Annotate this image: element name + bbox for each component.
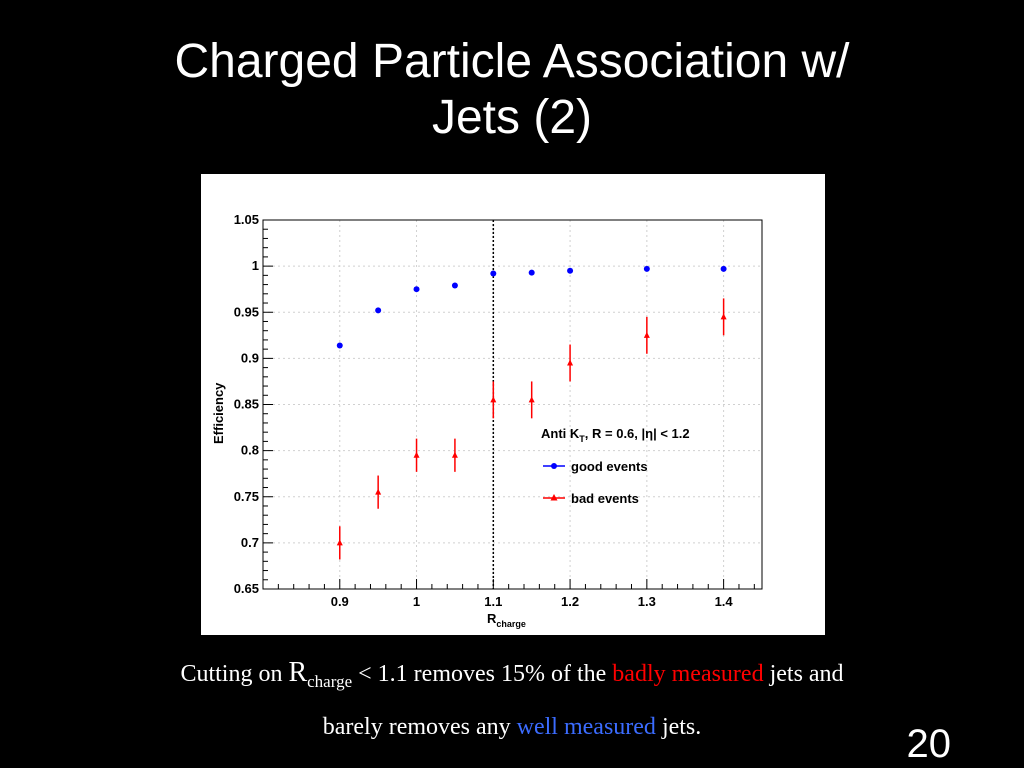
x-tick-label-5: 1.4 <box>715 594 734 609</box>
y-tick-label-2: 0.75 <box>234 489 259 504</box>
y-tick-label-5: 0.9 <box>241 350 259 365</box>
caption-badly-measured: badly measured <box>612 661 764 687</box>
y-tick-label-1: 0.7 <box>241 535 259 550</box>
good-events-point-0 <box>336 342 343 349</box>
x-axis-label-main: R <box>487 611 497 626</box>
caption-r-symbol: R <box>288 657 308 688</box>
y-axis-label: Efficiency <box>211 382 226 444</box>
legend-good-label: good events <box>571 459 648 474</box>
bad-events-point-5 <box>528 396 535 403</box>
y-tick-label-8: 1.05 <box>234 212 259 227</box>
caption-line1-mid: < 1.1 removes 15% of the <box>352 661 613 687</box>
y-tick-label-3: 0.8 <box>241 443 259 458</box>
legend-bad-marker <box>550 494 558 501</box>
legend-bad-label: bad events <box>571 491 639 506</box>
good-events-point-8 <box>720 265 727 272</box>
caption-line2: barely removes any well measured jets. <box>0 714 1024 741</box>
good-events-point-7 <box>643 265 650 272</box>
plot-frame-border <box>262 219 763 590</box>
x-tick-label-1: 1 <box>413 594 420 609</box>
legend-header-rest: , R = 0.6, |η| < 1.2 <box>585 426 690 441</box>
efficiency-chart: 0.65 0.7 0.75 0.8 0.85 0.9 0.95 1 1.05 0.9 1 1.1 1.2… <box>211 212 763 629</box>
legend-header-main: Anti K <box>541 426 580 441</box>
legend-header-sub: T <box>579 434 585 444</box>
x-tick-label-0: 0.9 <box>331 594 349 609</box>
y-tick-label-7: 1 <box>252 258 259 273</box>
bad-events-point-1 <box>375 488 382 495</box>
axes-layer <box>262 219 763 590</box>
y-tick-label-0: 0.65 <box>234 581 259 596</box>
y-tick-label-4: 0.85 <box>234 397 259 412</box>
caption-line2-pre: barely removes any <box>322 714 517 740</box>
good-events-point-3 <box>451 282 458 289</box>
bad-events-point-3 <box>451 451 458 458</box>
good-events-point-2 <box>413 286 420 293</box>
x-axis-label: Rcharge <box>487 611 526 629</box>
x-axis-label-sub: charge <box>496 619 526 629</box>
caption-line1-post: jets and <box>763 661 844 687</box>
slide-title-line1: Charged Particle Association w/ <box>174 35 850 88</box>
x-tick-label-4: 1.3 <box>638 594 656 609</box>
data-layer <box>336 265 727 560</box>
good-events-point-6 <box>567 267 574 274</box>
legend-good-marker <box>551 463 557 469</box>
good-events-point-4 <box>490 270 497 277</box>
grid-layer <box>263 219 762 590</box>
plot-frame: 0.65 0.7 0.75 0.8 0.85 0.9 0.95 1 1.05 0.9 1 1.1 1.2… <box>201 174 825 635</box>
ticks-layer: 0.65 0.7 0.75 0.8 0.85 0.9 0.95 1 1.05 0.9 1 1.1 1.2… <box>234 212 755 609</box>
x-tick-label-3: 1.2 <box>561 594 579 609</box>
bad-events-point-6 <box>567 359 574 366</box>
bad-events-point-4 <box>490 396 497 403</box>
good-events-point-5 <box>528 269 535 276</box>
caption-line1-pre: Cutting on <box>180 661 289 687</box>
caption-r-subscript: charge <box>307 672 353 691</box>
bad-events-point-2 <box>413 451 420 458</box>
y-tick-label-6: 0.95 <box>234 304 259 319</box>
slide-title: Charged Particle Association w/ Jets (2) <box>0 34 1024 146</box>
legend: Anti KT, R = 0.6, |η| < 1.2 good events … <box>541 426 690 506</box>
bad-events-point-0 <box>336 539 343 546</box>
caption-line1: Cutting on Rcharge < 1.1 removes 15% of … <box>0 657 1024 691</box>
slide-title-line2: Jets (2) <box>431 91 593 144</box>
caption-well-measured: well measured <box>516 714 656 740</box>
caption-line2-post: jets. <box>655 714 702 740</box>
x-tick-label-2: 1.1 <box>484 594 502 609</box>
page-number: 20 <box>906 722 952 766</box>
bad-events-point-8 <box>720 313 727 320</box>
legend-header: Anti KT, R = 0.6, |η| < 1.2 <box>541 426 690 444</box>
good-events-point-1 <box>375 307 382 314</box>
bad-events-point-7 <box>643 331 650 338</box>
